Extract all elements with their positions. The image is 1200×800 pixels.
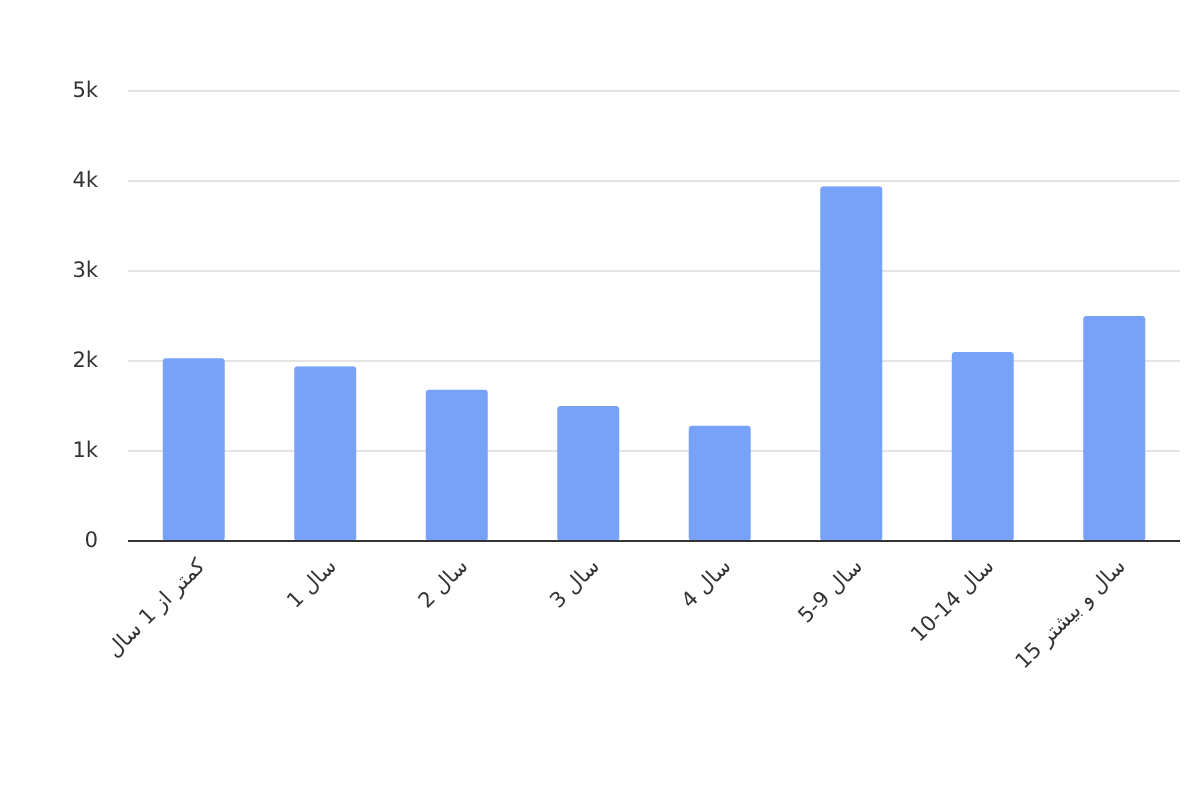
x-tick-label: 4 سال xyxy=(677,554,736,613)
x-tick-label: 3 سال xyxy=(545,554,604,613)
bar xyxy=(162,358,225,541)
x-tick-label: کمتر از 1 سال xyxy=(102,554,210,662)
bar xyxy=(820,186,883,541)
x-tick-label: 10-14 سال xyxy=(906,554,999,647)
bar xyxy=(688,425,751,541)
bar xyxy=(951,352,1014,541)
x-tick-label: 1 سال xyxy=(282,554,341,613)
x-tick-label: 15 سال و بیشتر xyxy=(1011,554,1131,674)
y-tick-label: 0 xyxy=(85,528,98,552)
bar xyxy=(557,406,620,541)
y-tick-label: 3k xyxy=(72,258,98,282)
y-tick-label: 4k xyxy=(72,168,98,192)
x-tick-label: 5-9 سال xyxy=(793,554,867,628)
bar xyxy=(1083,316,1146,541)
y-tick-label: 2k xyxy=(72,348,98,372)
x-tick-label: 2 سال xyxy=(414,554,473,613)
y-tick-label: 5k xyxy=(72,78,98,102)
bar xyxy=(425,389,488,541)
bar xyxy=(294,366,357,541)
y-tick-label: 1k xyxy=(72,438,98,462)
